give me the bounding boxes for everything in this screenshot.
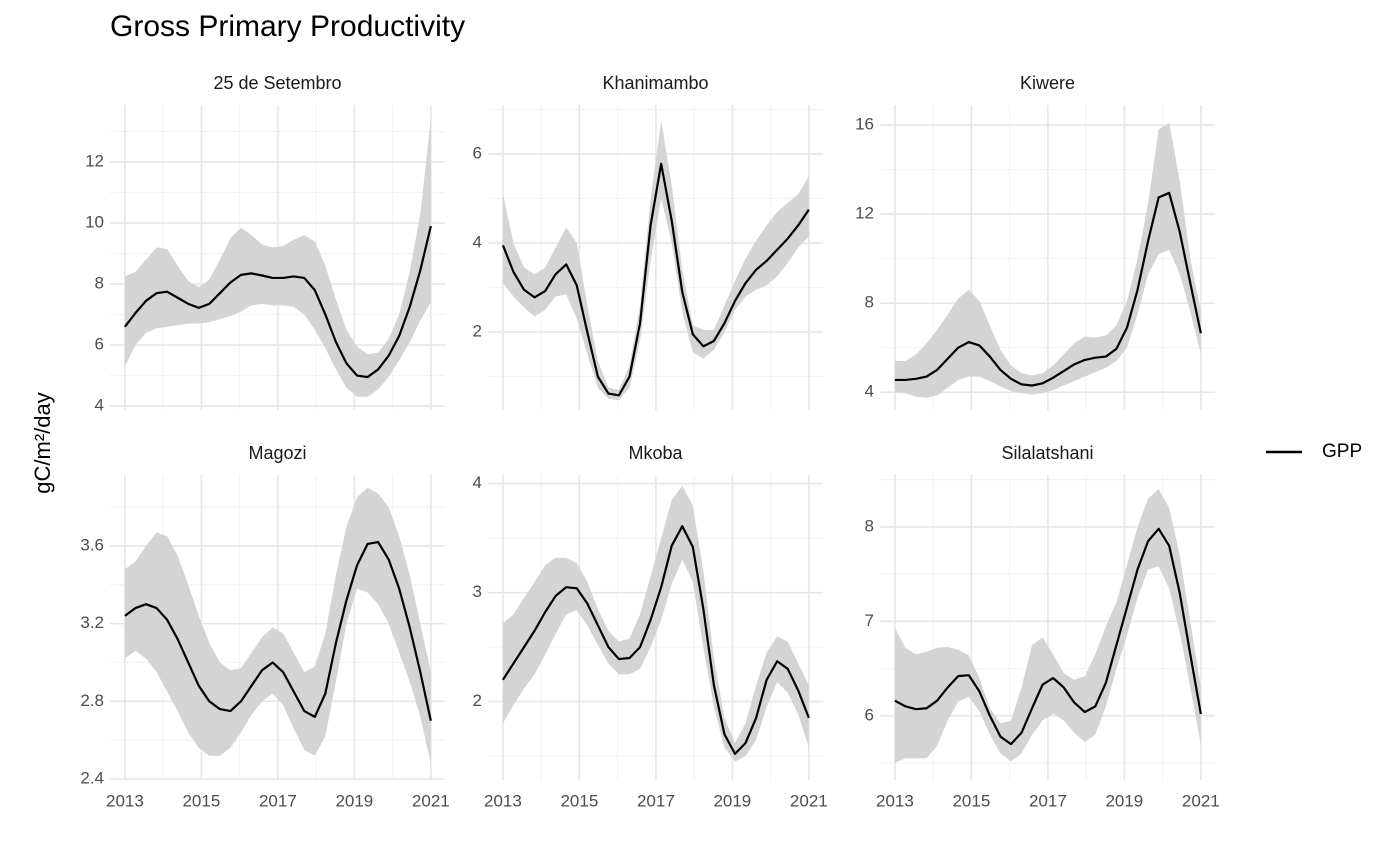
- y-tick-label: 4: [865, 382, 874, 401]
- series-line: [894, 191, 1202, 387]
- chart-title: Gross Primary Productivity: [110, 10, 465, 43]
- panel-title: Khanimambo: [602, 73, 708, 93]
- y-tick-label: 3.6: [80, 535, 104, 554]
- x-tick-label: 2021: [412, 791, 450, 810]
- y-tick-label: 12: [855, 204, 874, 223]
- y-tick-label: 6: [95, 335, 104, 354]
- confidence-ribbon: [502, 485, 809, 762]
- y-tick-label: 8: [95, 274, 104, 293]
- x-tick-label: 2013: [484, 791, 522, 810]
- confidence-ribbon: [894, 122, 1201, 398]
- y-tick-label: 2.4: [80, 769, 104, 788]
- series-line: [124, 225, 432, 379]
- y-tick-label: 6: [865, 705, 874, 724]
- x-tick-label: 2021: [790, 791, 828, 810]
- panel-title: Magozi: [248, 443, 306, 463]
- confidence-ribbon: [502, 120, 809, 401]
- panel-title: Kiwere: [1020, 73, 1075, 93]
- y-tick-label: 3: [473, 582, 482, 601]
- x-tick-label: 2017: [1029, 791, 1067, 810]
- x-tick-label: 2019: [335, 791, 373, 810]
- y-tick-label: 2.8: [80, 691, 104, 710]
- x-tick-label: 2015: [182, 791, 220, 810]
- y-tick-label: 2: [473, 691, 482, 710]
- y-tick-label: 12: [85, 152, 104, 171]
- confidence-ribbon: [894, 489, 1201, 764]
- series-line: [501, 162, 810, 397]
- series-line: [894, 527, 1202, 746]
- y-tick-label: 16: [855, 115, 874, 134]
- y-tick-label: 3.2: [80, 613, 104, 632]
- y-tick-label: 2: [473, 322, 482, 341]
- series-line: [124, 540, 432, 721]
- legend-label: GPP: [1322, 441, 1362, 462]
- y-tick-label: 4: [473, 473, 482, 492]
- series-line: [501, 525, 810, 755]
- x-tick-label: 2019: [713, 791, 751, 810]
- y-axis-label: gC/m²/day: [30, 392, 55, 493]
- confidence-ribbon: [124, 119, 431, 397]
- x-tick-label: 2021: [1182, 791, 1220, 810]
- y-tick-label: 7: [865, 611, 874, 630]
- panel-title: Mkoba: [628, 443, 683, 463]
- x-tick-label: 2013: [106, 791, 144, 810]
- y-tick-label: 10: [85, 213, 104, 232]
- x-tick-label: 2017: [637, 791, 675, 810]
- y-tick-label: 4: [95, 396, 104, 415]
- panel-title: Silalatshani: [1001, 443, 1093, 463]
- y-tick-label: 4: [473, 233, 482, 252]
- y-tick-label: 6: [473, 143, 482, 162]
- x-tick-label: 2015: [560, 791, 598, 810]
- x-tick-label: 2015: [952, 791, 990, 810]
- panel-title: 25 de Setembro: [213, 73, 341, 93]
- y-tick-label: 8: [865, 293, 874, 312]
- x-tick-label: 2017: [259, 791, 297, 810]
- x-tick-label: 2019: [1105, 791, 1143, 810]
- x-tick-label: 2013: [876, 791, 914, 810]
- confidence-ribbon: [124, 487, 431, 764]
- y-tick-label: 8: [865, 516, 874, 535]
